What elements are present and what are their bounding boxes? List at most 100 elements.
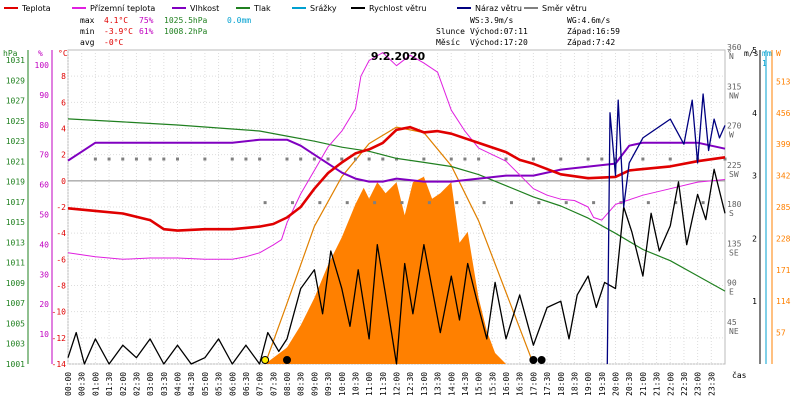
legend-entry: Srážky <box>310 4 337 13</box>
x-tick-label: 06:30 <box>242 372 251 396</box>
temperature-tick-label: 0 <box>61 177 66 186</box>
x-tick-label: 01:30 <box>105 372 114 396</box>
wind-axis-label: m/s <box>744 49 759 58</box>
wind-direction-point <box>449 157 453 161</box>
x-tick-label: 11:30 <box>379 372 388 396</box>
temperature-tick-label: 6 <box>61 98 66 107</box>
x-tick-label: 14:30 <box>461 372 470 396</box>
stats-temperature: -0°C <box>104 38 123 47</box>
wind-direction-point <box>318 201 322 205</box>
wind-direction-point <box>477 157 481 161</box>
stats-row-label: avg <box>80 38 95 47</box>
wind-direction-point <box>93 157 97 161</box>
wind-direction-point <box>531 157 535 161</box>
wind-direction-point <box>723 157 727 161</box>
x-tick-label: 01:00 <box>91 372 100 396</box>
direction-tick-degrees: 360 <box>727 43 742 52</box>
humidity-axis-label: % <box>38 49 43 58</box>
wind-direction-point <box>422 157 426 161</box>
direction-tick-degrees: 45 <box>727 318 737 327</box>
pressure-tick-label: 1011 <box>6 259 25 268</box>
wind-direction-point <box>381 157 385 161</box>
x-tick-label: 03:00 <box>146 372 155 396</box>
x-tick-label: 22:30 <box>680 372 689 396</box>
x-tick-label: 09:30 <box>324 372 333 396</box>
wind-direction-point <box>395 157 398 161</box>
wind-direction-point <box>312 157 316 161</box>
wind-gust-max: WG:4.6m/s <box>567 16 611 25</box>
radiation-tick-label: 513 <box>776 77 791 86</box>
series-solar-radiation <box>265 176 506 364</box>
wind-speed-avg: WS:3.9m/s <box>470 16 514 25</box>
wind-direction-point <box>668 157 672 161</box>
x-tick-label: 15:30 <box>488 372 497 396</box>
x-tick-label: 15:00 <box>475 372 484 396</box>
stats-temperature: -3.9°C <box>104 27 133 36</box>
wind-direction-point <box>230 157 234 161</box>
pressure-tick-label: 1029 <box>6 76 25 85</box>
wind-direction-point <box>564 201 568 205</box>
direction-tick-degrees: 315 <box>727 82 742 91</box>
pressure-axis-label: hPa <box>3 49 18 58</box>
stats-rain: 0.0mm <box>227 16 251 25</box>
pressure-tick-label: 1021 <box>6 157 25 166</box>
x-tick-label: 00:30 <box>78 372 87 396</box>
wind-tick-label: 4 <box>752 109 757 118</box>
temperature-tick-label: -2 <box>56 203 66 212</box>
wind-direction-point <box>482 201 486 205</box>
humidity-tick-label: 40 <box>39 240 49 249</box>
wind-direction-point <box>674 201 678 205</box>
sun-moon-marker <box>529 356 538 364</box>
pressure-tick-label: 1003 <box>6 340 25 349</box>
series-ground-temperature <box>67 52 726 260</box>
x-tick-label: 21:00 <box>639 372 648 396</box>
sun-label: Slunce <box>436 27 465 36</box>
x-tick-label: 12:30 <box>406 372 415 396</box>
direction-tick-compass: S <box>729 209 734 218</box>
pressure-tick-label: 1015 <box>6 218 25 227</box>
wind-tick-label: 3 <box>752 172 757 181</box>
axes: 00:00 00:30 01:00 01:30 02:00 02:30 03:00 03:30… <box>3 43 791 396</box>
x-tick-label: 18:30 <box>570 372 579 396</box>
wind-direction-point <box>353 157 357 161</box>
x-tick-label: 10:00 <box>338 372 347 396</box>
radiation-tick-label: 114 <box>776 297 791 306</box>
x-tick-label: 16:30 <box>516 372 525 396</box>
pressure-tick-label: 1023 <box>6 137 25 146</box>
legend-entry: Vlhkost <box>190 4 219 13</box>
x-tick-label: 02:30 <box>132 372 141 396</box>
humidity-tick-label: 70 <box>39 151 49 160</box>
wind-direction-point <box>203 157 207 161</box>
humidity-tick-label: 30 <box>39 270 49 279</box>
wind-direction-point <box>592 201 596 205</box>
x-tick-label: 12:00 <box>393 372 402 396</box>
pressure-tick-label: 1001 <box>6 360 25 369</box>
series-solar-theoretical <box>264 126 534 365</box>
temperature-tick-label: 8 <box>61 72 66 81</box>
stats-row-label: max <box>80 16 95 25</box>
direction-tick-degrees: 270 <box>727 122 742 131</box>
humidity-tick-label: 10 <box>39 330 49 339</box>
wind-direction-point <box>400 201 404 205</box>
direction-tick-compass: N <box>729 52 734 61</box>
sunset: Západ:16:59 <box>567 27 620 36</box>
moon-label: Měsíc <box>436 38 460 47</box>
x-tick-label: 17:30 <box>543 372 552 396</box>
wind-direction-point <box>537 201 541 205</box>
series-temperature <box>67 125 726 232</box>
wind-direction-point <box>263 201 267 205</box>
wind-direction-point <box>107 157 111 161</box>
wind-direction-point <box>641 157 645 161</box>
pressure-tick-label: 1005 <box>6 319 25 328</box>
stats-row-label: min <box>80 27 95 36</box>
direction-tick-compass: SW <box>729 170 739 179</box>
wind-direction-point <box>559 157 563 161</box>
stats-humidity: 75% <box>139 16 154 25</box>
series-wind-gust <box>606 93 726 365</box>
radiation-tick-label: 456 <box>776 109 791 118</box>
sun-moon-marker <box>261 356 270 364</box>
wind-tick-label: 1 <box>752 297 757 306</box>
wind-direction-point <box>646 201 650 205</box>
x-tick-label: 14:00 <box>447 372 456 396</box>
pressure-tick-label: 1007 <box>6 299 25 308</box>
